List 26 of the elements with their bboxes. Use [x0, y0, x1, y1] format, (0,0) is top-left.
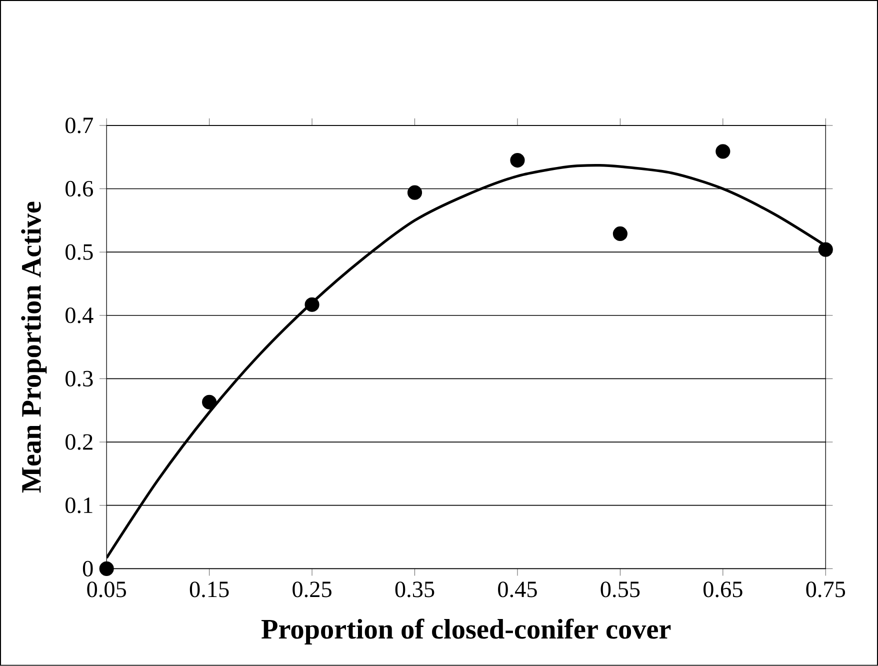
- y-tick-label: 0.1: [66, 498, 92, 514]
- x-tick-label: 0.55: [600, 582, 640, 598]
- x-tick-label: 0.75: [806, 582, 846, 598]
- y-tick-label: 0: [82, 560, 93, 577]
- y-tick-label: 0.5: [66, 244, 93, 260]
- x-tick-label: 0.05: [87, 582, 126, 598]
- y-tick-label: 0.7: [66, 118, 93, 134]
- point: [202, 394, 217, 410]
- point: [716, 144, 730, 159]
- y-tick-label: 0.3: [66, 370, 93, 387]
- point: [510, 153, 525, 168]
- x-tick-label: 0.65: [704, 582, 742, 598]
- y-axis-title: Mean Proportion Active: [21, 202, 47, 493]
- x-tick-label: 0.35: [395, 582, 434, 598]
- x-axis-title: Proportion of closed-conifer cover: [262, 618, 671, 645]
- point: [612, 226, 628, 242]
- y-tick-label: 0.6: [66, 180, 93, 197]
- y-tick-label: 0.4: [66, 308, 94, 324]
- point: [304, 297, 320, 312]
- x-tick-label: 0.25: [292, 582, 332, 598]
- x-tick-label: 0.45: [498, 582, 537, 598]
- y-tick-label: 0.2: [66, 434, 92, 450]
- x-tick-label: 0.15: [190, 582, 229, 598]
- point: [407, 185, 422, 200]
- point: [818, 242, 833, 257]
- point: [99, 561, 114, 576]
